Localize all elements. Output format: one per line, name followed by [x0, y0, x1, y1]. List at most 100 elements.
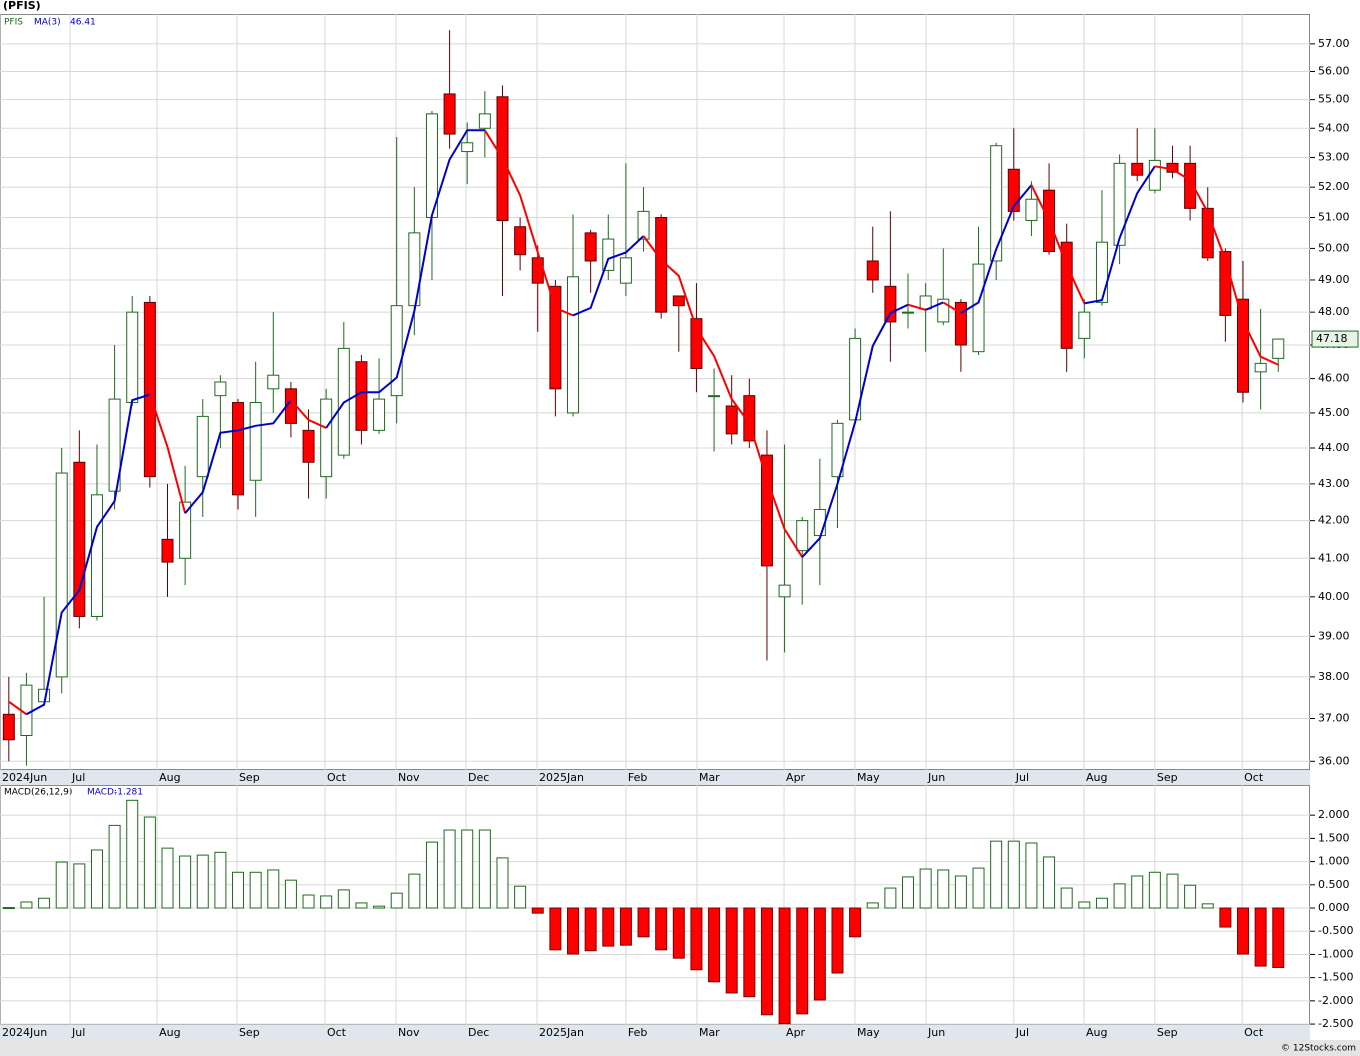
- x-tick-label: Aug: [1086, 771, 1107, 784]
- candle-body: [478, 113, 491, 129]
- x-tick-label: Jul: [1015, 771, 1029, 784]
- macd-bar: [2, 907, 15, 910]
- candle-body: [355, 361, 368, 431]
- candle-body: [1131, 162, 1144, 176]
- macd-bar: [637, 907, 650, 938]
- x-tick-label: Dec: [468, 1026, 489, 1039]
- candle-body: [972, 263, 985, 353]
- candle-body: [390, 305, 403, 397]
- x-tick-label: Aug: [159, 1026, 180, 1039]
- x-tick-label: May: [857, 771, 880, 784]
- macd-bar: [1043, 856, 1056, 909]
- candle-body: [1078, 311, 1091, 339]
- macd-bar: [919, 868, 932, 909]
- ma-line: [1030, 184, 1086, 304]
- macd-bar: [708, 907, 721, 983]
- candle-body: [884, 285, 897, 323]
- macd-bar: [496, 857, 509, 909]
- candle-body: [690, 318, 703, 369]
- candle-body: [1095, 241, 1108, 303]
- candle-body: [584, 232, 597, 262]
- macd-bar: [179, 855, 192, 909]
- y-tick-label: 53.00: [1318, 150, 1350, 163]
- candle-body: [1148, 159, 1161, 191]
- y-tick-label: 44.00: [1318, 441, 1350, 454]
- candle-body: [267, 374, 280, 390]
- candle-body: [672, 295, 685, 307]
- x-tick-label: 2025Jan: [539, 771, 584, 784]
- y-tick-label: 40.00: [1318, 590, 1350, 603]
- macd-bar: [20, 901, 33, 909]
- macd-bar: [690, 907, 703, 971]
- candle-body: [708, 395, 721, 398]
- legend-ma-value: 46.41: [70, 18, 96, 28]
- x-tick-label: Sep: [239, 1026, 260, 1039]
- y-tick-label: 37.00: [1318, 712, 1350, 725]
- x-tick-label: 2025Jan: [539, 1026, 584, 1039]
- macd-bar: [514, 885, 527, 909]
- macd-bar: [143, 816, 156, 909]
- candle-body: [443, 93, 456, 135]
- ma-line: [8, 700, 28, 716]
- macd-bar: [884, 887, 897, 909]
- candle-body: [778, 584, 791, 598]
- ma-line: [290, 399, 327, 429]
- x-tick-label: Apr: [786, 771, 806, 784]
- date-strip: [0, 770, 1310, 785]
- candle-body: [108, 398, 121, 492]
- macd-bar: [831, 907, 844, 974]
- candle-body: [320, 398, 333, 478]
- x-tick-label: Feb: [628, 1026, 647, 1039]
- candle-body: [73, 461, 86, 617]
- candle-body: [637, 210, 650, 240]
- macd-bar: [725, 907, 738, 994]
- ma-line: [25, 393, 151, 716]
- macd-bar: [1219, 907, 1232, 928]
- macd-bar: [972, 867, 985, 909]
- candle-body: [373, 398, 386, 431]
- macd-bar: [902, 876, 915, 909]
- macd-bar: [584, 907, 597, 952]
- macd-bar: [1007, 840, 1020, 909]
- macd-bar: [672, 907, 685, 959]
- candle-body: [1007, 168, 1020, 212]
- macd-bar: [373, 905, 386, 909]
- macd-bar: [849, 907, 862, 938]
- ma-line: [801, 303, 909, 558]
- last-price: 47.18: [1316, 332, 1348, 345]
- macd-bar: [1166, 873, 1179, 909]
- candle-body: [90, 494, 103, 617]
- macd-bar: [866, 902, 879, 909]
- candle-body: [179, 501, 192, 559]
- macd-bar: [813, 907, 826, 1001]
- y-tick-label: 39.00: [1318, 629, 1350, 642]
- y-tick-label: 36.00: [1318, 754, 1350, 767]
- y-tick-label: 0.000: [1318, 901, 1350, 914]
- macd-value-name: MACD:: [87, 788, 117, 798]
- candle-body: [990, 145, 1003, 262]
- macd-bar: [1254, 907, 1267, 967]
- macd-bar: [355, 902, 368, 909]
- footer-bar: [0, 1040, 1360, 1056]
- x-tick-label: Aug: [1086, 1026, 1107, 1039]
- macd-bar: [55, 861, 68, 909]
- chart-title: (PFIS): [3, 0, 41, 12]
- x-tick-label: Mar: [699, 771, 720, 784]
- macd-bar: [73, 863, 86, 909]
- macd-bar: [796, 907, 809, 1015]
- candle-body: [126, 311, 139, 404]
- macd-bar: [38, 897, 51, 909]
- candle-body: [161, 538, 174, 563]
- macd-bar: [655, 907, 668, 951]
- y-tick-label: 56.00: [1318, 64, 1350, 77]
- macd-bar: [302, 894, 315, 909]
- macd-bar: [1025, 842, 1038, 909]
- candle-body: [1184, 162, 1197, 209]
- macd-bar: [531, 907, 544, 914]
- candle-body: [760, 454, 773, 567]
- macd-bar: [214, 851, 227, 909]
- macd-bar: [390, 892, 403, 909]
- x-tick-label: Nov: [398, 1026, 420, 1039]
- macd-bar: [284, 879, 297, 909]
- y-tick-label: -2.000: [1318, 994, 1353, 1007]
